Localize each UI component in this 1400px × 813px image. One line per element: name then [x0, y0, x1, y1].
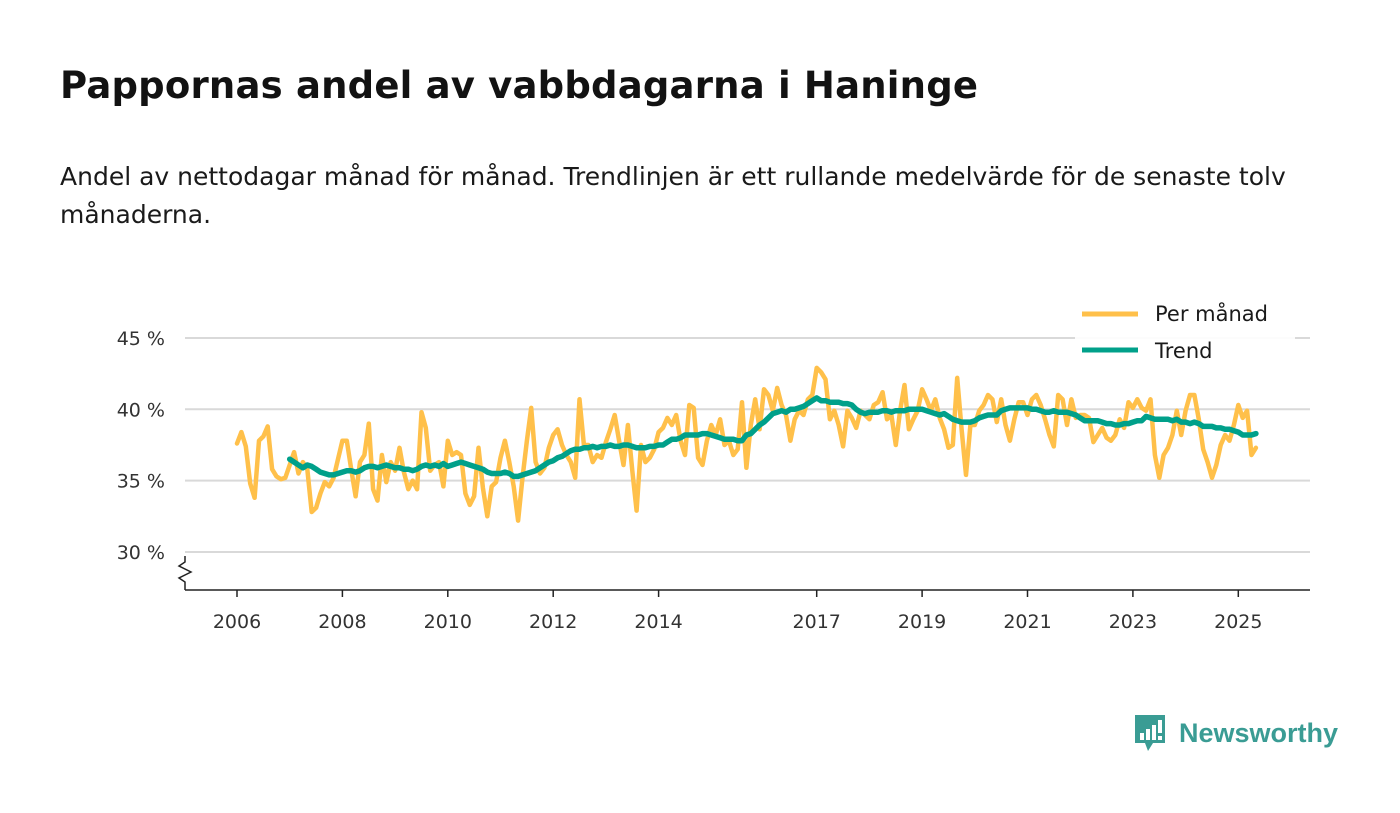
series-line-trend — [286, 395, 1259, 480]
y-tick-label: 45 % — [117, 328, 165, 350]
y-tick-label: 30 % — [117, 542, 165, 564]
axis-break-icon — [177, 556, 193, 590]
x-tick-label: 2012 — [529, 611, 577, 633]
x-tick-label: 2019 — [898, 611, 946, 633]
y-tick-label: 40 % — [117, 399, 165, 421]
x-tick-label: 2021 — [1003, 611, 1051, 633]
legend: Per månad Trend — [1075, 293, 1295, 373]
newsworthy-logo-icon — [1135, 715, 1165, 751]
x-tick-label: 2023 — [1109, 611, 1157, 633]
x-tick-label: 2010 — [424, 611, 472, 633]
chart-title: Pappornas andel av vabbdagarna i Haninge — [60, 64, 979, 107]
series-line-per-manad — [234, 365, 1259, 523]
x-tick-label: 2017 — [793, 611, 841, 633]
x-tick-label: 2014 — [634, 611, 682, 633]
legend-background — [1075, 293, 1295, 373]
x-tick-label: 2025 — [1214, 611, 1262, 633]
y-tick-label: 35 % — [117, 471, 165, 493]
legend-label-trend: Trend — [1154, 339, 1212, 363]
chart-subtitle: Andel av nettodagar månad för månad. Tre… — [60, 162, 1286, 229]
logo-text: Newsworthy — [1179, 717, 1339, 748]
newsworthy-logo: Newsworthy — [1133, 713, 1338, 753]
x-tick-label: 2008 — [318, 611, 366, 633]
legend-label-per-manad: Per månad — [1155, 301, 1268, 326]
x-tick-label: 2006 — [213, 611, 261, 633]
